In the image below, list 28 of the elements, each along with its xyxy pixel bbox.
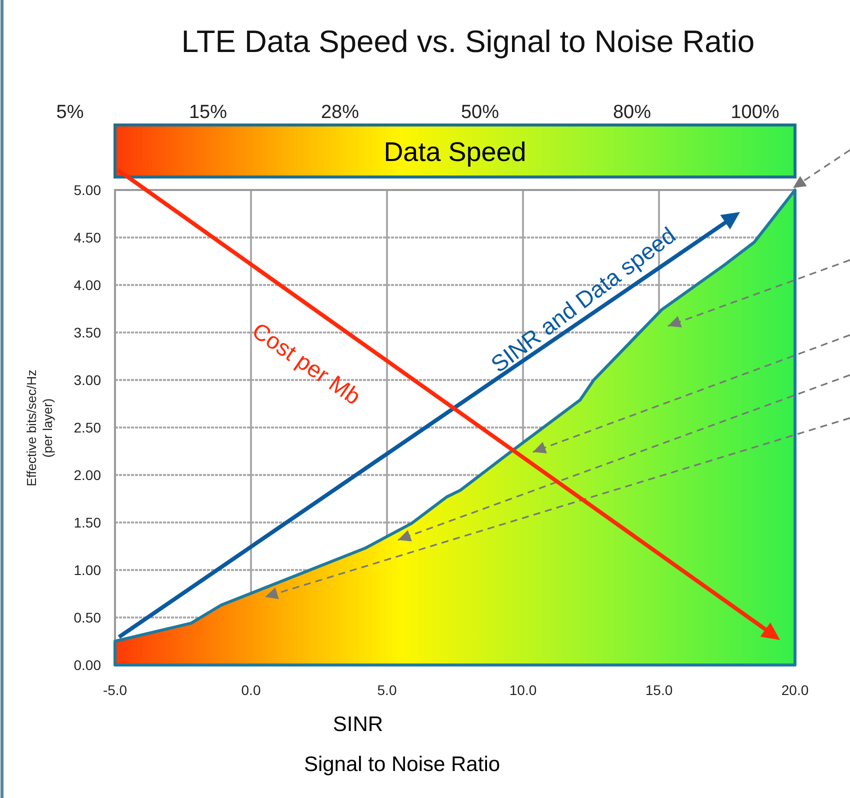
text: 28% xyxy=(320,102,360,123)
x-tick-label: 5.0 xyxy=(377,682,397,698)
y-tick-label: 3.50 xyxy=(74,324,102,340)
text: 100% xyxy=(730,102,780,123)
x-tick-label: 15.0 xyxy=(645,682,673,698)
x-tick-label: 0.0 xyxy=(241,682,261,698)
text: 50% xyxy=(460,102,500,123)
text: 5% xyxy=(56,102,84,123)
chart-title: LTE Data Speed vs. Signal to Noise Ratio xyxy=(181,24,755,59)
y-tick-label: 0.50 xyxy=(74,610,102,626)
y-tick-label: 4.50 xyxy=(74,230,102,246)
text: Data Speed xyxy=(384,137,526,167)
y-tick-label: 5.00 xyxy=(74,182,102,198)
text: 15% xyxy=(188,102,228,123)
y-tick-label: 3.00 xyxy=(74,372,102,388)
y-tick-label: 0.00 xyxy=(74,657,102,673)
x-tick-label: 10.0 xyxy=(509,682,537,698)
text: 80% xyxy=(612,102,652,123)
x-tick-label: -5.0 xyxy=(102,682,128,698)
y-axis-title: Effective bits/sec/Hz (per layer) xyxy=(24,370,55,486)
x-tick-label: 20.0 xyxy=(781,682,809,698)
x-axis-title: SINR Signal to Noise Ratio xyxy=(304,713,500,776)
y-tick-label: 2.00 xyxy=(74,467,102,483)
y-tick-label: 4.00 xyxy=(74,277,102,293)
y-tick-label: 2.50 xyxy=(74,420,102,436)
annotation: Cost per Mb xyxy=(248,317,366,410)
y-tick-label: 1.00 xyxy=(74,562,102,578)
y-tick-label: 1.50 xyxy=(74,514,102,530)
